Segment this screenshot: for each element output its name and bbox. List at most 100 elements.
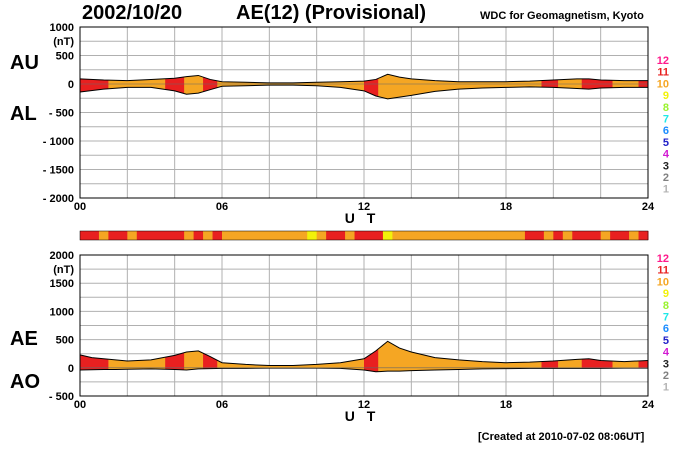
x-tick-label: 06 [216,399,228,411]
level-bar-segment [98,231,109,240]
level-legend-8: 8 [663,102,669,114]
level-bar-segment [524,231,535,240]
level-bar-segment [477,231,488,240]
x-tick-label: 18 [500,201,512,213]
x-axis-label: U T [345,210,380,226]
level-bar-segment [354,231,365,240]
level-legend-11: 11 [657,67,669,79]
level-bar-segment [439,231,450,240]
level-bar-segment [382,231,393,240]
level-bar-segment [562,231,573,240]
level-bar-segment [316,231,327,240]
level-legend-10: 10 [657,276,669,288]
level-bar-segment [420,231,431,240]
area-fill-high-1 [541,360,559,369]
level-bar-segment [250,231,261,240]
y-tick-label: - 2000 [43,193,74,205]
x-tick-label: 18 [500,399,512,411]
level-bar-segment [468,231,479,240]
series-line-ao [79,367,648,373]
level-bar-segment [581,231,592,240]
area-fill-high-0 [80,78,109,92]
x-tick-label: 24 [642,201,655,213]
level-bar-segment [629,231,640,240]
series-line-ae [79,340,649,367]
level-bar-segment [364,231,374,240]
level-bar-segment [288,231,299,240]
level-bar-segment [155,231,166,240]
level-bar-frame [79,230,649,241]
level-bar-segment [506,231,516,240]
level-bar-segment [430,231,441,240]
level-bar-segment [392,231,403,240]
y-tick-label: 1500 [50,278,74,290]
level-bar-segment [222,231,232,240]
level-legend-2: 2 [663,370,669,382]
level-bar-segment [278,231,289,240]
ae-label: AE [10,328,38,350]
level-bar-segment [193,231,204,240]
level-legend-6: 6 [663,323,669,335]
y-tick-label: 0 [68,79,74,91]
level-legend-9: 9 [663,90,669,102]
area-fill-high-1 [165,352,185,370]
level-bar-segment [619,231,630,240]
y-tick-label: - 500 [49,391,74,403]
level-legend-3: 3 [663,160,669,172]
area-fill-high-1 [364,348,379,372]
area-fill-high-1 [203,353,218,369]
area-fill-high-0 [203,77,218,92]
level-legend-5: 5 [663,335,669,347]
area-fill-high-1 [581,358,613,369]
x-tick-label: 24 [642,399,655,411]
x-axis-label: U T [345,408,380,424]
level-bar-segment [80,231,90,240]
level-bar-segment [610,231,621,240]
level-bar-segment [373,231,384,240]
area-fill-high-1 [638,360,648,369]
level-bar-segment [127,231,138,240]
level-bar-segment [543,231,554,240]
x-tick-label: 12 [358,399,370,411]
level-bar-segment [458,231,469,240]
level-bar-segment [297,231,308,240]
x-tick-label: 06 [216,201,228,213]
level-legend-8: 8 [663,300,669,312]
level-bar-segment [638,231,649,240]
area-fill-high-0 [165,76,185,94]
series-line-au [79,73,648,84]
level-bar-segment [174,231,185,240]
area-fill-1 [80,341,648,372]
level-legend-3: 3 [663,358,669,370]
level-legend-12: 12 [657,55,669,67]
plot-frame [79,254,649,397]
level-bar-segment [411,231,422,240]
plot-frame [79,26,649,199]
level-bar-segment [600,231,611,240]
level-legend-11: 11 [657,265,669,277]
level-legend-7: 7 [663,312,669,324]
au-label: AU [10,52,39,74]
ao-label: AO [10,371,40,393]
level-legend-2: 2 [663,172,669,184]
level-bar-segment [165,231,176,240]
level-legend-10: 10 [657,78,669,90]
level-legend-5: 5 [663,137,669,149]
level-bar-segment [487,231,498,240]
level-bar-segment [326,231,337,240]
y-tick-label: 500 [56,51,74,63]
date-title: 2002/10/20 [82,2,183,24]
level-legend-1: 1 [663,382,669,394]
level-bar-segment [553,231,564,240]
level-bar-segment [515,231,526,240]
level-bar-segment [591,231,602,240]
level-bar-segment [89,231,100,240]
x-tick-label: 12 [358,201,370,213]
level-bar-segment [136,231,147,240]
level-legend-12: 12 [657,253,669,265]
y-tick-label: 2000 [50,250,74,262]
level-bar-segment [534,231,545,240]
y-tick-label: 1000 [50,306,74,318]
y-tick-label: - 1000 [43,136,74,148]
